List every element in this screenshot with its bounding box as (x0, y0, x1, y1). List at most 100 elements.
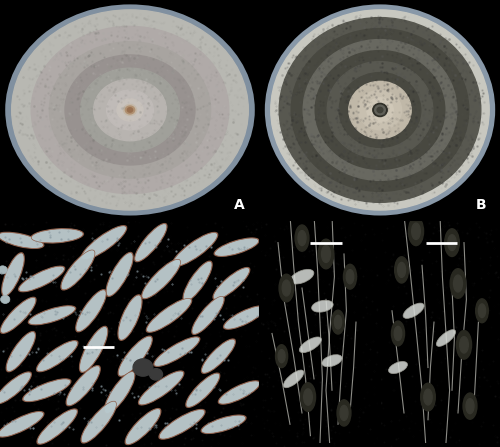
Ellipse shape (106, 253, 133, 296)
Ellipse shape (138, 371, 184, 405)
Ellipse shape (80, 225, 128, 260)
Ellipse shape (36, 340, 78, 372)
Circle shape (65, 55, 195, 165)
Ellipse shape (66, 366, 100, 405)
Ellipse shape (0, 372, 31, 404)
Ellipse shape (134, 223, 168, 262)
Circle shape (450, 269, 466, 298)
Ellipse shape (138, 371, 184, 405)
Circle shape (463, 393, 477, 419)
Text: A: A (234, 198, 245, 212)
Circle shape (128, 108, 132, 112)
Circle shape (456, 330, 471, 359)
Circle shape (300, 383, 316, 411)
Circle shape (376, 107, 384, 113)
Circle shape (318, 239, 334, 269)
Ellipse shape (104, 371, 134, 413)
Ellipse shape (202, 415, 246, 434)
Ellipse shape (212, 267, 250, 300)
Circle shape (303, 40, 457, 180)
Circle shape (276, 345, 287, 367)
Circle shape (80, 68, 180, 152)
Ellipse shape (23, 379, 70, 401)
Circle shape (346, 270, 354, 284)
Ellipse shape (135, 224, 167, 261)
Circle shape (322, 245, 330, 262)
Circle shape (358, 90, 402, 130)
Circle shape (478, 304, 486, 317)
Ellipse shape (158, 409, 206, 440)
Ellipse shape (76, 290, 106, 332)
Ellipse shape (388, 362, 407, 374)
Circle shape (12, 10, 248, 210)
Ellipse shape (172, 232, 218, 267)
Ellipse shape (36, 341, 78, 371)
Circle shape (117, 99, 143, 121)
Ellipse shape (80, 401, 117, 444)
Circle shape (31, 26, 229, 194)
Circle shape (5, 4, 255, 215)
Circle shape (279, 17, 481, 202)
Text: B: B (476, 198, 486, 212)
Ellipse shape (75, 289, 107, 333)
Circle shape (279, 274, 293, 302)
Ellipse shape (192, 296, 224, 334)
Circle shape (291, 29, 469, 191)
Circle shape (408, 217, 424, 245)
Ellipse shape (202, 339, 235, 373)
Text: D: D (361, 429, 372, 443)
Ellipse shape (6, 332, 36, 371)
Circle shape (282, 280, 290, 296)
Ellipse shape (191, 295, 225, 335)
Ellipse shape (30, 228, 84, 244)
Ellipse shape (201, 338, 236, 374)
Ellipse shape (80, 327, 108, 372)
Ellipse shape (118, 294, 142, 341)
Circle shape (327, 62, 433, 158)
Ellipse shape (118, 295, 142, 340)
Ellipse shape (61, 250, 95, 290)
Ellipse shape (6, 331, 36, 372)
Circle shape (367, 98, 393, 122)
Ellipse shape (19, 266, 64, 292)
Circle shape (0, 266, 8, 274)
Ellipse shape (185, 372, 220, 408)
Circle shape (444, 229, 460, 257)
Circle shape (377, 107, 383, 113)
Ellipse shape (126, 409, 160, 444)
Circle shape (424, 389, 432, 405)
Ellipse shape (290, 270, 314, 284)
Ellipse shape (18, 266, 66, 292)
Circle shape (126, 106, 134, 114)
Ellipse shape (37, 409, 77, 444)
Ellipse shape (2, 253, 24, 296)
Ellipse shape (0, 411, 44, 438)
Circle shape (344, 264, 356, 289)
Ellipse shape (124, 408, 162, 445)
Ellipse shape (146, 299, 192, 332)
Circle shape (298, 231, 306, 245)
Circle shape (94, 79, 166, 141)
Circle shape (392, 321, 404, 346)
Ellipse shape (153, 336, 200, 367)
Circle shape (271, 10, 489, 210)
Ellipse shape (322, 354, 342, 367)
Circle shape (339, 72, 421, 148)
Ellipse shape (224, 306, 265, 329)
Circle shape (398, 262, 406, 278)
Circle shape (460, 337, 468, 353)
Circle shape (476, 299, 488, 323)
Ellipse shape (28, 305, 76, 325)
Circle shape (374, 105, 386, 115)
Ellipse shape (218, 380, 260, 405)
Ellipse shape (1, 252, 25, 297)
Ellipse shape (0, 297, 36, 333)
Circle shape (334, 315, 342, 329)
Ellipse shape (183, 261, 212, 301)
Ellipse shape (213, 268, 250, 299)
Circle shape (133, 359, 153, 376)
Ellipse shape (118, 335, 153, 377)
Ellipse shape (154, 337, 200, 366)
Circle shape (332, 310, 344, 334)
Ellipse shape (284, 370, 304, 388)
